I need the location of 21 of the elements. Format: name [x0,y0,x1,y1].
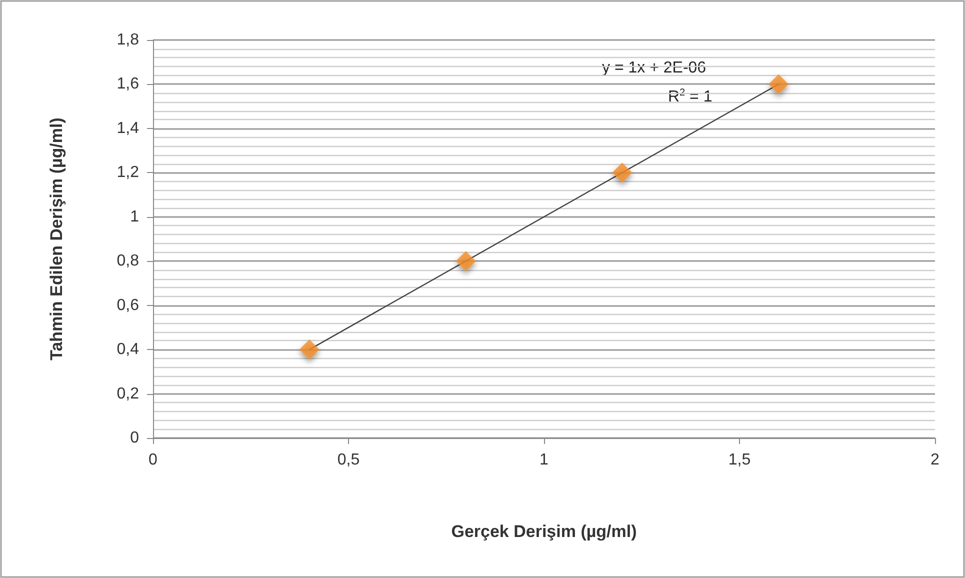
x-tick-label: 1 [540,452,549,468]
y-tick-label: 0 [130,430,140,446]
y-tick-label: 0,6 [116,296,140,314]
y-tick-label: 0,4 [116,341,140,358]
y-tick-label: 1,4 [116,120,140,137]
y-axis-title: Tahmin Edilen Derişim (µg/ml) [47,118,66,360]
y-tick-label: 1,6 [116,76,140,93]
point [612,162,632,183]
point [299,340,320,360]
x-tick-label: 1,5 [728,452,751,468]
y-tick-label: 1,2 [116,164,140,182]
y-tick-label: 0,2 [116,385,140,402]
x-tick-label: 0 [148,452,158,468]
x-tick-label: 0,5 [337,452,360,468]
y-tick-label: 0,8 [116,252,140,270]
x-tick-label: 2 [930,452,940,468]
y-tick-label: 1 [130,208,140,226]
point [768,74,789,94]
y-tick-label: 1,8 [116,32,140,48]
x-axis-title: Gerçek Derişim (µg/ml) [451,522,637,541]
point [456,251,476,272]
